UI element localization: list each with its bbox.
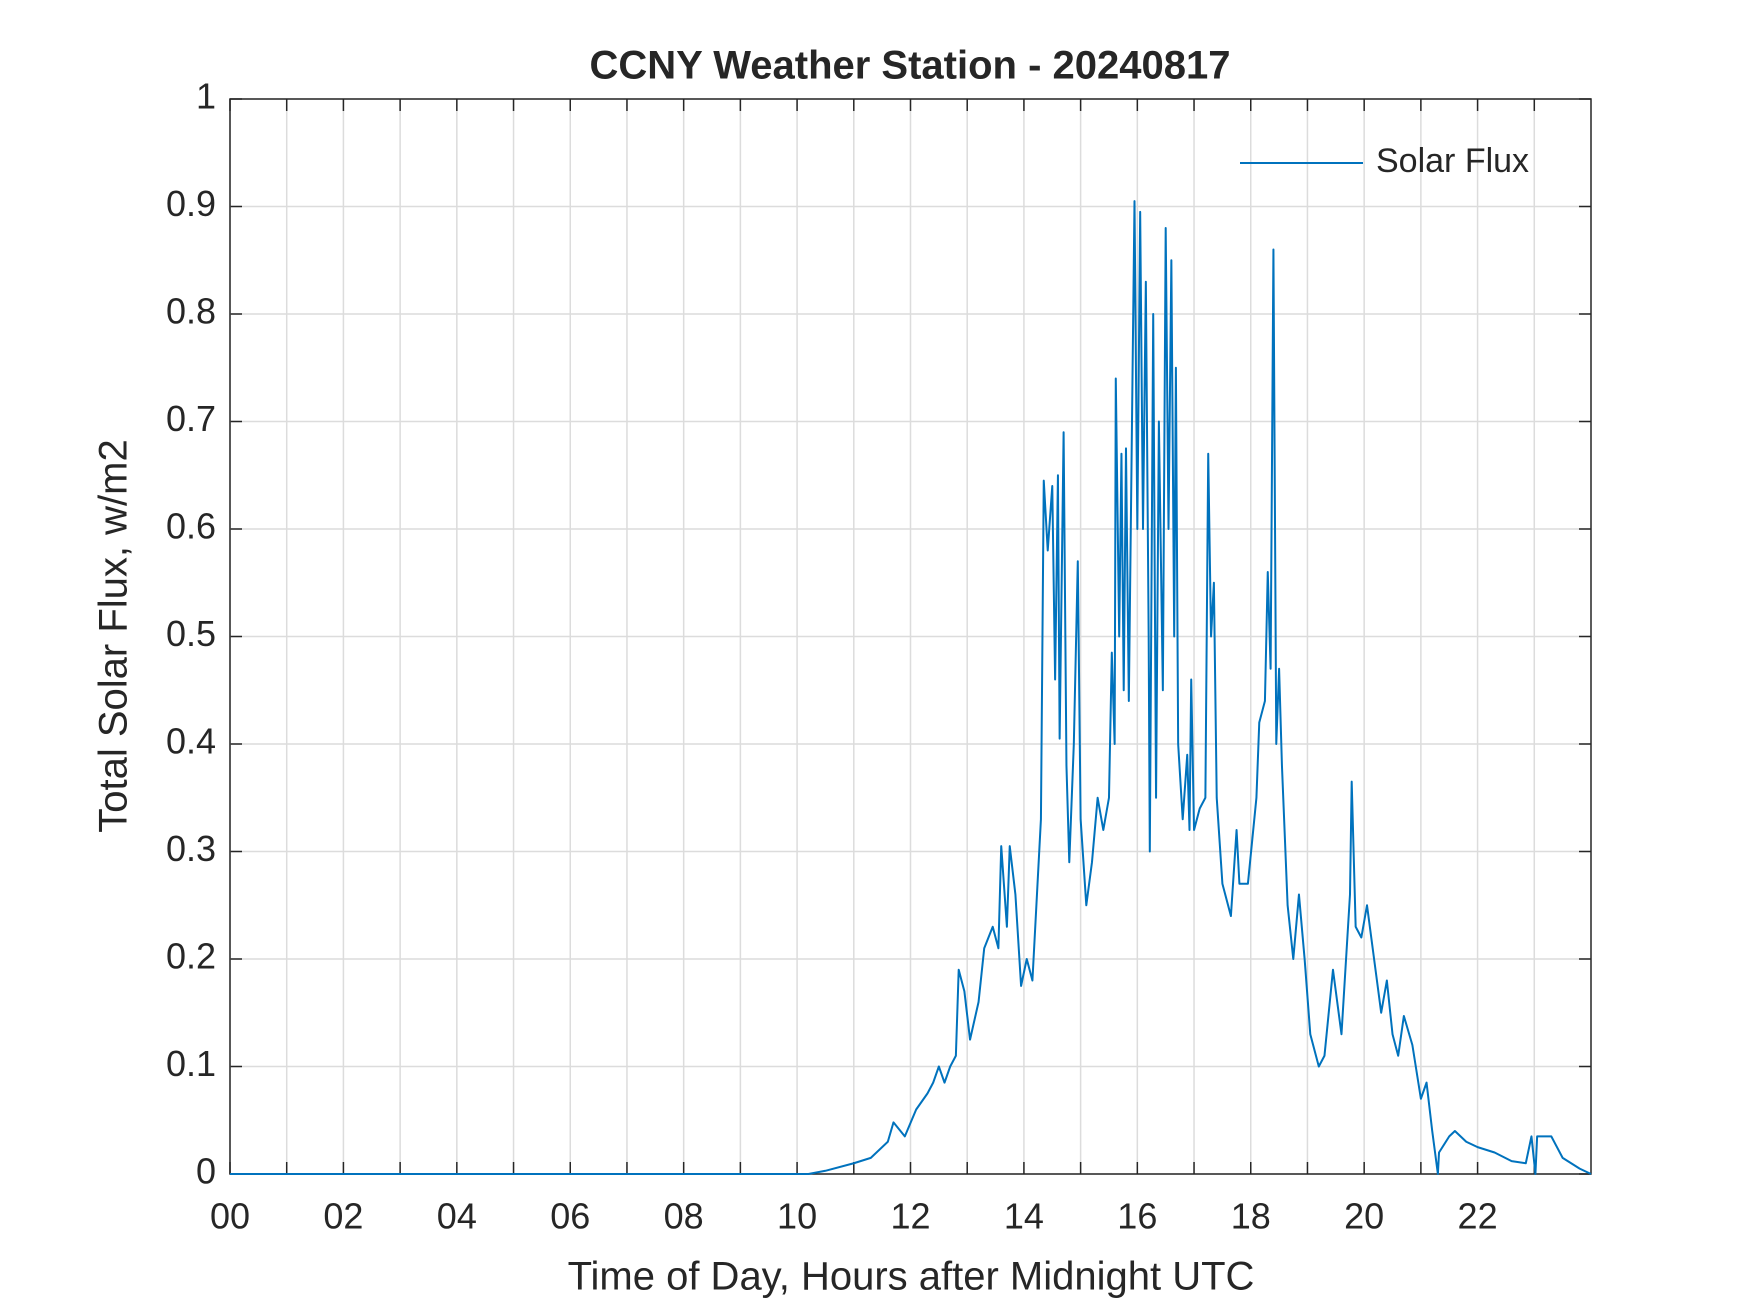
y-axis-label: Total Solar Flux, w/m2 [92, 439, 136, 832]
x-tick-label: 04 [437, 1196, 477, 1237]
x-tick-label: 16 [1117, 1196, 1157, 1237]
y-tick-label: 0.1 [166, 1043, 216, 1084]
x-tick-label: 00 [210, 1196, 250, 1237]
x-tick-label: 12 [890, 1196, 930, 1237]
y-tick-label: 0.7 [166, 398, 216, 439]
plot-frame [229, 98, 1592, 1175]
y-tick-label: 0.3 [166, 828, 216, 869]
x-tick-label: 08 [664, 1196, 704, 1237]
data-line [230, 200, 1592, 1175]
y-tick-label: 0.8 [166, 291, 216, 332]
y-tick-label: 0.5 [166, 613, 216, 654]
x-tick-label: 02 [323, 1196, 363, 1237]
legend-label: Solar Flux [1376, 142, 1529, 180]
y-tick-label: 0 [196, 1151, 216, 1192]
x-tick-label: 10 [777, 1196, 817, 1237]
y-tick-label: 0.4 [166, 721, 216, 762]
chart-title: CCNY Weather Station - 20240817 [590, 44, 1231, 88]
x-tick-label: 18 [1231, 1196, 1271, 1237]
y-tick-label: 0.2 [166, 936, 216, 977]
y-tick-label: 0.9 [166, 183, 216, 224]
y-tick-label: 1 [196, 76, 216, 117]
x-tick-label: 22 [1458, 1196, 1498, 1237]
x-tick-label: 06 [550, 1196, 590, 1237]
x-axis-label: Time of Day, Hours after Midnight UTC [568, 1255, 1255, 1299]
y-tick-label: 0.6 [166, 506, 216, 547]
x-tick-label: 20 [1344, 1196, 1384, 1237]
x-tick-label: 14 [1004, 1196, 1044, 1237]
